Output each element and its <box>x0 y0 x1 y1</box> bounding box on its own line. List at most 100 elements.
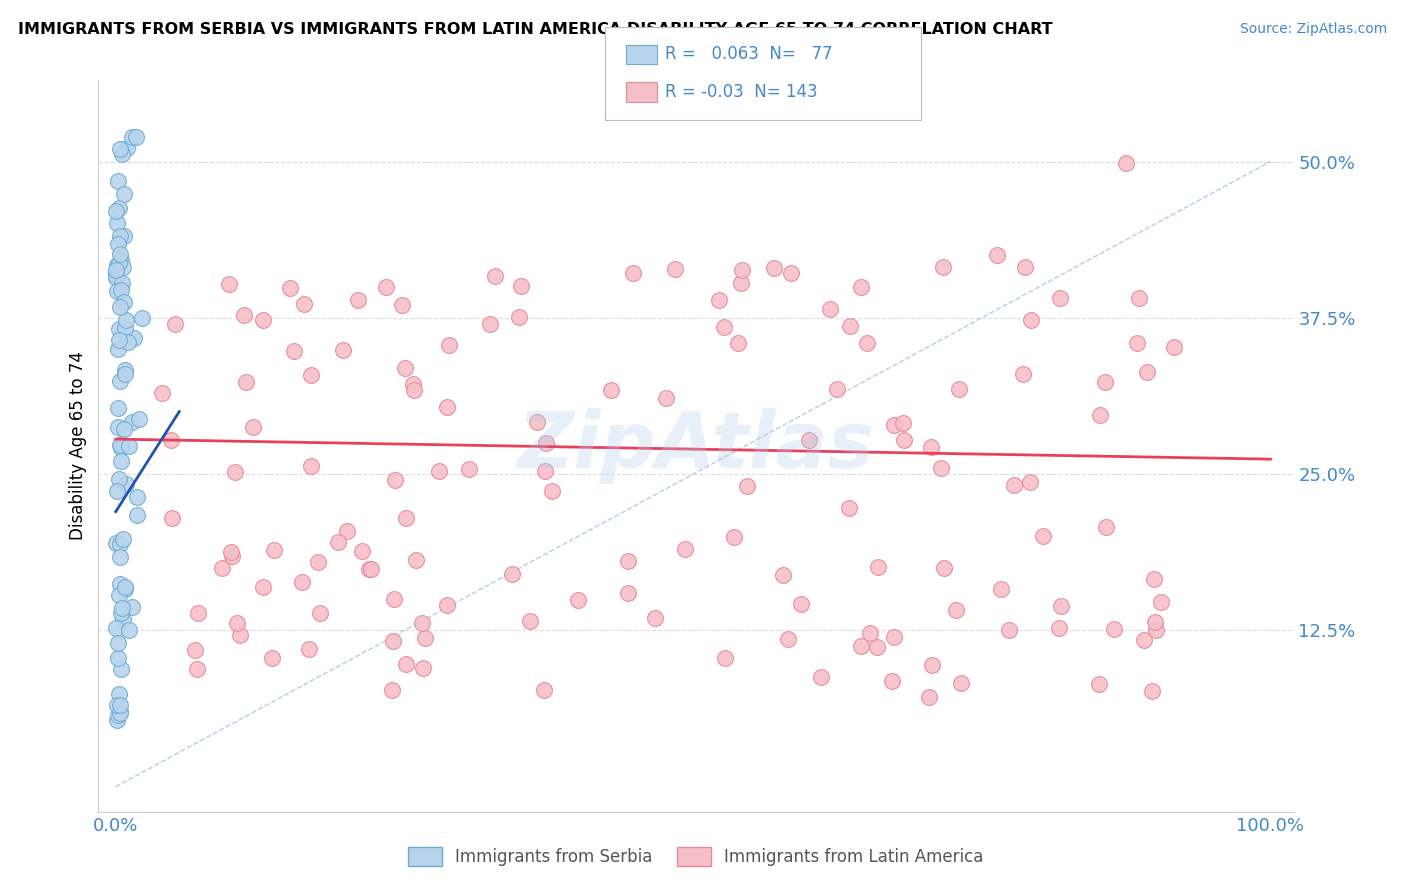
Point <box>948 382 970 396</box>
Point <box>762 261 785 276</box>
Point <box>105 263 128 277</box>
Point <box>299 368 322 382</box>
Point <box>224 466 246 480</box>
Point <box>336 524 359 538</box>
Point <box>260 650 283 665</box>
Point <box>117 334 139 349</box>
Point <box>108 228 131 243</box>
Point <box>374 279 396 293</box>
Point <box>131 310 153 325</box>
Point <box>121 600 143 615</box>
Point <box>918 690 941 704</box>
Point <box>107 216 129 230</box>
Point <box>856 335 879 350</box>
Point <box>1094 375 1116 389</box>
Point <box>108 142 131 156</box>
Point <box>673 541 696 556</box>
Point <box>932 561 955 575</box>
Point <box>1018 475 1040 490</box>
Point <box>1050 599 1073 613</box>
Point <box>160 510 183 524</box>
Point <box>1032 529 1054 543</box>
Point <box>501 567 523 582</box>
Point <box>105 258 128 272</box>
Point <box>838 318 860 333</box>
Point <box>950 676 973 690</box>
Point <box>1126 335 1149 350</box>
Point <box>616 586 638 600</box>
Point <box>865 640 887 654</box>
Point <box>111 532 134 546</box>
Point <box>534 464 557 478</box>
Point <box>107 636 129 650</box>
Point <box>283 344 305 359</box>
Point <box>111 147 134 161</box>
Point <box>600 383 623 397</box>
Point <box>110 705 132 719</box>
Point <box>714 650 737 665</box>
Point <box>1014 260 1036 274</box>
Point <box>108 698 131 712</box>
Point <box>730 276 752 290</box>
Point <box>723 531 745 545</box>
Y-axis label: Disability Age 65 to 74: Disability Age 65 to 74 <box>69 351 87 541</box>
Point <box>381 634 404 648</box>
Point <box>664 261 686 276</box>
Point <box>1163 340 1185 354</box>
Point <box>436 599 458 613</box>
Point <box>350 544 373 558</box>
Text: ZipAtlas: ZipAtlas <box>517 408 875 484</box>
Point <box>187 607 209 621</box>
Point <box>1144 615 1167 629</box>
Point <box>232 308 254 322</box>
Point <box>225 615 247 630</box>
Point <box>479 317 502 331</box>
Text: R = -0.03  N= 143: R = -0.03 N= 143 <box>665 83 818 101</box>
Point <box>110 607 132 621</box>
Point <box>114 582 136 596</box>
Point <box>307 555 329 569</box>
Point <box>108 550 131 565</box>
Point <box>1115 156 1137 170</box>
Point <box>105 698 128 712</box>
Point <box>859 625 882 640</box>
Point <box>112 260 135 274</box>
Point <box>799 433 821 447</box>
Point <box>621 266 644 280</box>
Point <box>931 460 953 475</box>
Point <box>772 567 794 582</box>
Point <box>1140 683 1163 698</box>
Point <box>436 401 458 415</box>
Point <box>108 374 131 388</box>
Point <box>114 363 136 377</box>
Point <box>105 284 128 298</box>
Point <box>384 473 406 487</box>
Text: R =   0.063  N=   77: R = 0.063 N= 77 <box>665 45 832 63</box>
Point <box>118 623 141 637</box>
Point <box>111 276 134 290</box>
Point <box>457 462 479 476</box>
Point <box>533 683 555 698</box>
Point <box>252 312 274 326</box>
Point <box>790 598 813 612</box>
Text: IMMIGRANTS FROM SERBIA VS IMMIGRANTS FROM LATIN AMERICA DISABILITY AGE 65 TO 74 : IMMIGRANTS FROM SERBIA VS IMMIGRANTS FRO… <box>18 22 1053 37</box>
Point <box>110 252 132 267</box>
Point <box>402 376 425 391</box>
Point <box>105 268 128 282</box>
Point <box>1143 573 1166 587</box>
Point <box>360 562 382 576</box>
Point <box>107 343 129 357</box>
Point <box>105 483 128 498</box>
Point <box>818 301 841 316</box>
Point <box>1088 677 1111 691</box>
Point <box>891 416 914 430</box>
Point <box>990 582 1012 596</box>
Point <box>1019 312 1042 326</box>
Point <box>921 657 943 672</box>
Point <box>125 508 148 523</box>
Point <box>242 419 264 434</box>
Point <box>298 642 321 657</box>
Point <box>644 610 666 624</box>
Point <box>328 535 350 549</box>
Point <box>735 479 758 493</box>
